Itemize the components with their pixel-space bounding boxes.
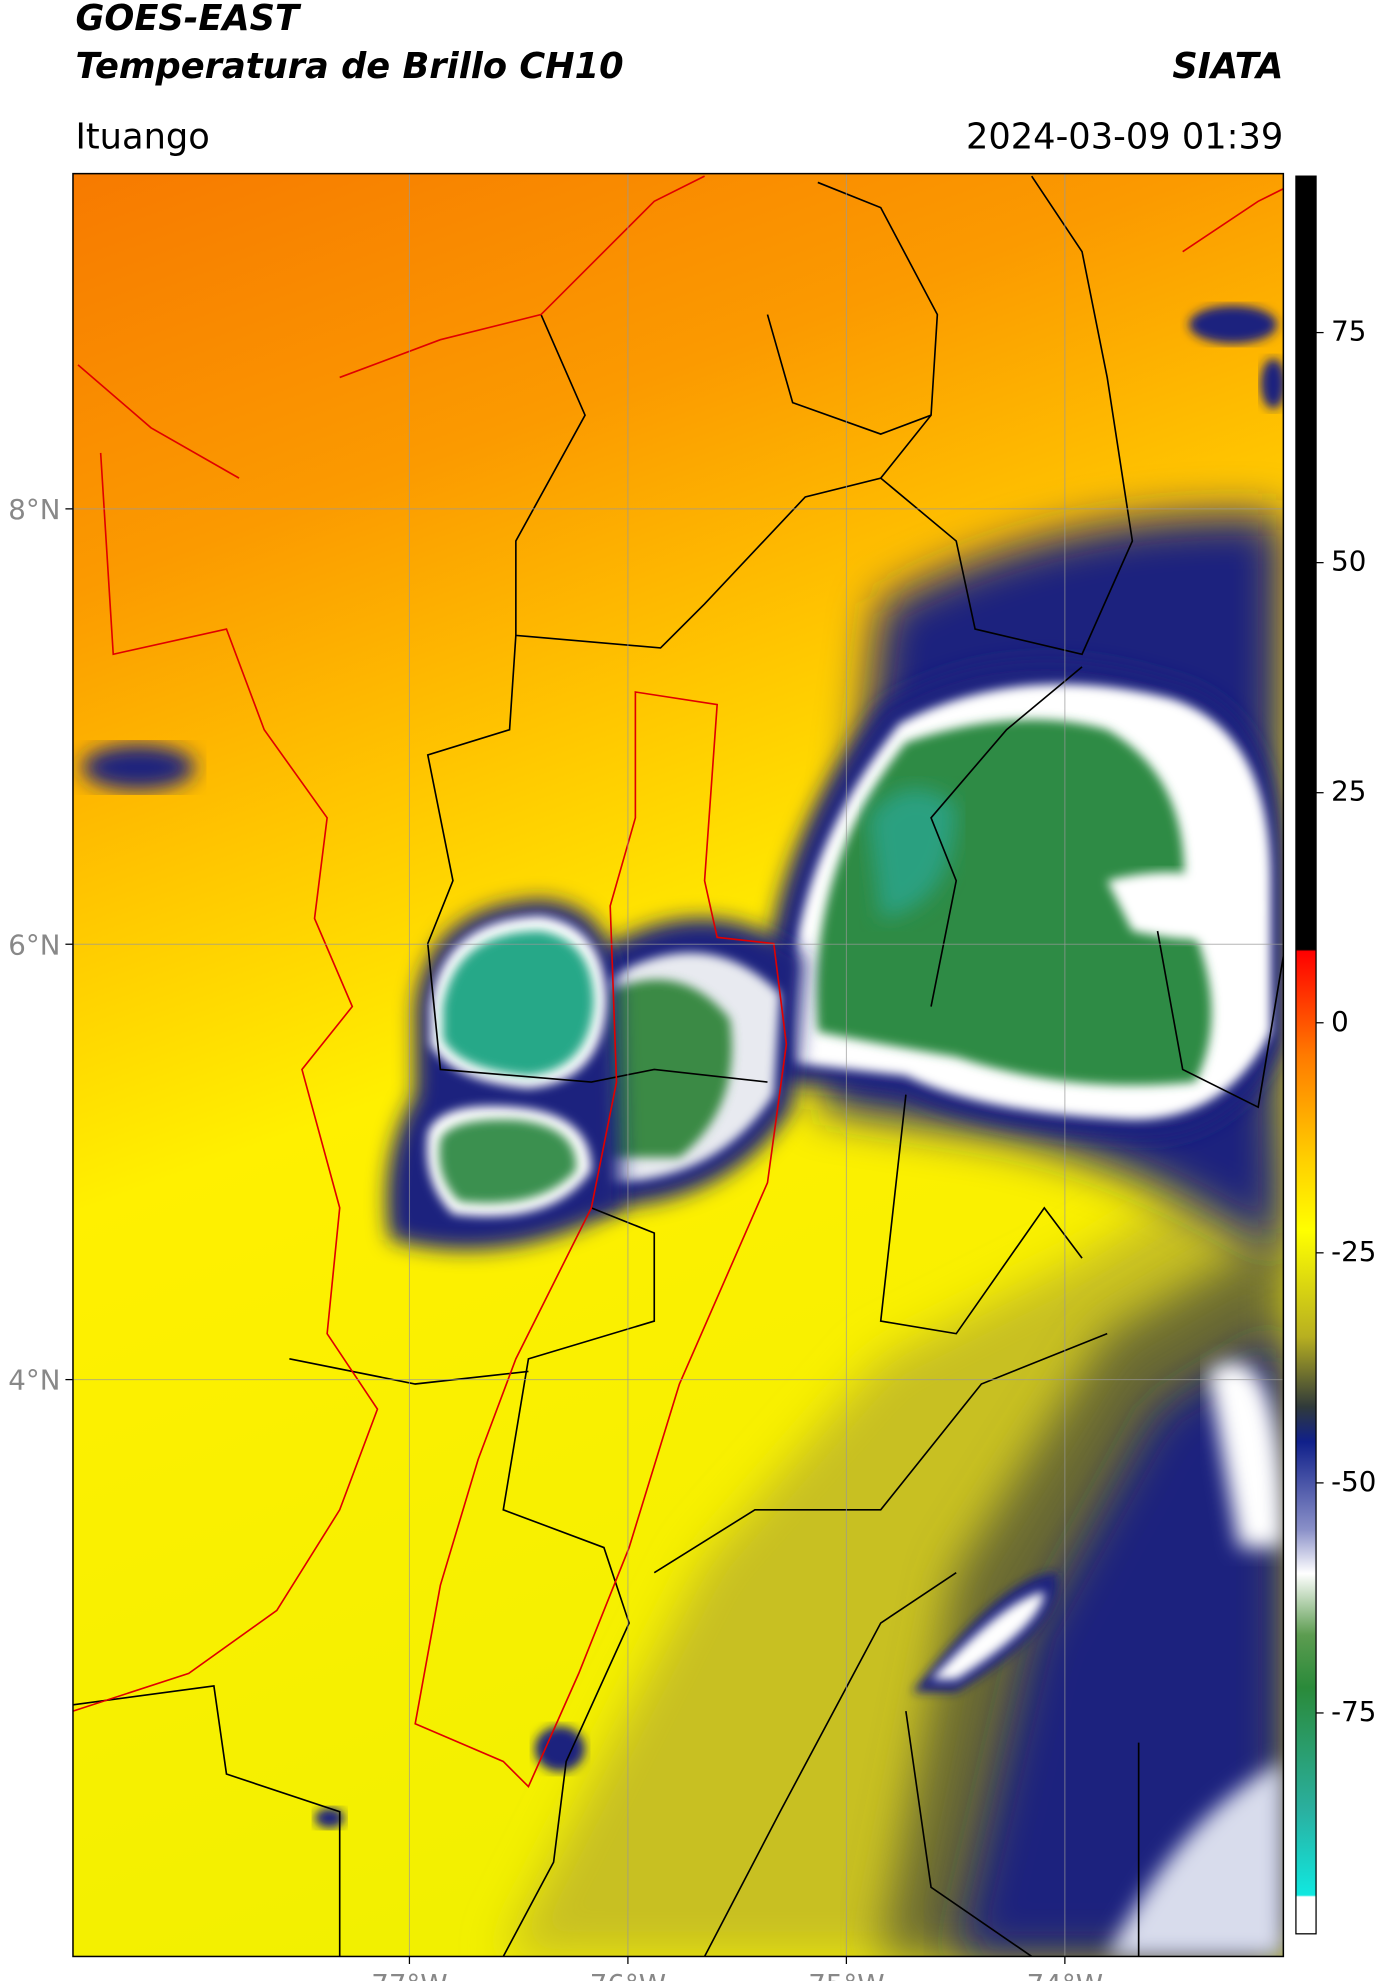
organization: SIATA: [1172, 46, 1283, 87]
colorbar-tick-label: 50: [1331, 545, 1366, 578]
map-image: [72, 173, 1284, 1957]
colorbar: [1295, 175, 1317, 1935]
grid: [72, 173, 1284, 1957]
colorbar-tick-label: 25: [1331, 775, 1366, 808]
y-tick-label: 4°N: [8, 1364, 60, 1397]
x-tick-label: 76°W: [590, 1968, 666, 1981]
colorbar-tick-label: 75: [1331, 315, 1366, 348]
x-tick-label: 74°W: [1027, 1968, 1103, 1981]
datetime: 2024-03-09 01:39: [966, 116, 1283, 157]
y-tick-label: 8°N: [8, 493, 60, 526]
colorbar-tick-label: 0: [1331, 1005, 1349, 1038]
colorbar-tick-label: -50: [1331, 1465, 1376, 1498]
y-tick-label: 6°N: [8, 928, 60, 961]
x-tick-label: 77°W: [371, 1968, 447, 1981]
map-frame: [72, 172, 1285, 1958]
x-tick-label: 75°W: [808, 1968, 884, 1981]
location: Ituango: [75, 116, 209, 157]
colorbar-tick-label: -25: [1331, 1235, 1376, 1268]
title: GOES-EAST: [75, 0, 302, 39]
subtitle: Temperatura de Brillo CH10: [75, 46, 623, 87]
colorbar-tick-label: -75: [1331, 1695, 1376, 1728]
